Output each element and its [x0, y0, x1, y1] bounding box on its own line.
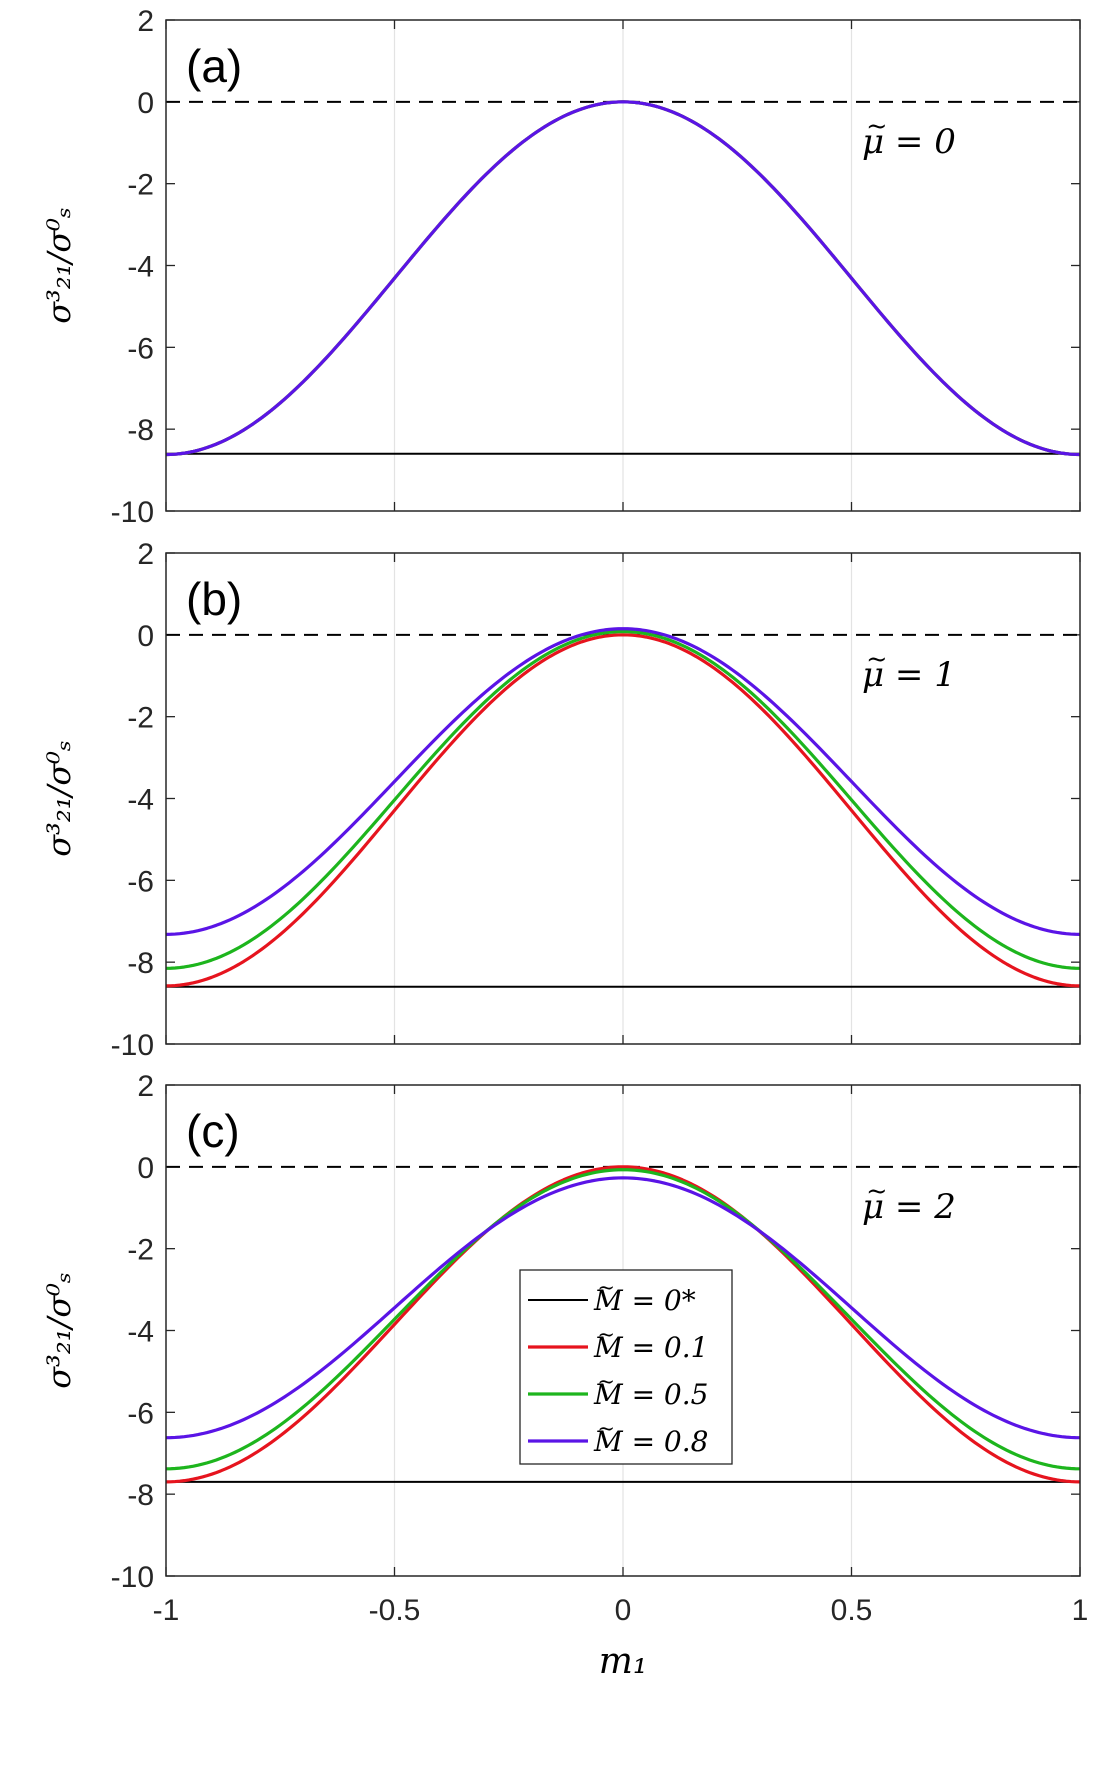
x-tick-label: 0 — [615, 1594, 632, 1627]
y-axis-label: σ³₂₁/σ⁰ₛ — [40, 740, 78, 857]
y-tick-label: -8 — [127, 1479, 154, 1512]
y-tick-label: -6 — [127, 332, 154, 365]
panel-c: 20-2-4-6-8-10(c)μ = 2~σ³₂₁/σ⁰ₛ — [40, 1070, 1081, 1594]
y-axis-label: σ³₂₁/σ⁰ₛ — [40, 207, 78, 324]
mu-annotation: μ = 0~ — [862, 111, 956, 162]
legend-entry-M05-text: M = 0.5 — [593, 1378, 708, 1411]
legend-entry-M0: M = 0*~ — [593, 1276, 696, 1317]
y-tick-label: 2 — [137, 1070, 154, 1103]
legend-entry-M08-tilde: ~ — [597, 1417, 615, 1441]
y-tick-label: -4 — [127, 1316, 154, 1349]
mu-annotation-tilde: ~ — [866, 644, 887, 674]
panel-label: (a) — [186, 40, 242, 92]
y-tick-label: -4 — [127, 784, 154, 817]
y-tick-label: 0 — [137, 1152, 154, 1185]
mu-annotation: μ = 2~ — [862, 1176, 956, 1227]
mu-annotation-tilde: ~ — [866, 1176, 887, 1206]
x-axis-label: m₁ — [599, 1641, 648, 1682]
series-curve-M01 — [165, 633, 1081, 988]
legend: M = 0*~M = 0.1~M = 0.5~M = 0.8~ — [519, 1269, 733, 1465]
y-tick-label: 2 — [137, 5, 154, 38]
y-tick-label: 0 — [137, 620, 154, 653]
legend-entry-M01-text: M = 0.1 — [593, 1331, 708, 1364]
series-curve-M08 — [165, 100, 1081, 457]
x-tick-label: 0.5 — [831, 1594, 873, 1627]
y-tick-label: 0 — [137, 87, 154, 120]
x-tick-label: 1 — [1072, 1594, 1089, 1627]
y-tick-label: -8 — [127, 414, 154, 447]
series-curve-M08 — [165, 1176, 1081, 1440]
mu-annotation-text: μ = 2 — [862, 1187, 956, 1227]
series-curve-M08 — [165, 627, 1081, 936]
y-tick-label: -10 — [111, 496, 154, 529]
mu-annotation-text: μ = 1 — [862, 655, 956, 695]
axes-box — [165, 19, 1081, 512]
y-tick-label: -2 — [127, 702, 154, 735]
x-tick-label: -1 — [153, 1594, 180, 1627]
y-tick-label: -10 — [111, 1029, 154, 1062]
panel-b: 2 0 -2 -4 -6 -8 -10 (b) μ = 1~ σ³₂₁/σ⁰ₛ — [40, 538, 1081, 1062]
legend-entry-M08-text: M = 0.8 — [593, 1425, 708, 1458]
panel-a: 2 0 -2 -4 -6 -8 -10 (a) μ = 0~ σ³₂₁/σ⁰ₛ — [40, 5, 1081, 529]
y-axis-label: σ³₂₁/σ⁰ₛ — [40, 1272, 78, 1389]
y-tick-label: -6 — [127, 865, 154, 898]
legend-entry-M0-tilde: ~ — [597, 1276, 615, 1300]
y-tick-label: -2 — [127, 1234, 154, 1267]
legend-entry-M05: M = 0.5~ — [593, 1370, 708, 1411]
axes-box — [165, 1084, 1081, 1577]
y-tick-label: -6 — [127, 1397, 154, 1430]
panel-label: (b) — [186, 573, 242, 625]
legend-entry-M05-tilde: ~ — [597, 1370, 615, 1394]
y-tick-label: -4 — [127, 251, 154, 284]
x-tick-label: -0.5 — [369, 1594, 421, 1627]
legend-entry-M01: M = 0.1~ — [593, 1323, 708, 1364]
series-curve-M05 — [165, 629, 1081, 970]
series-curve-M05 — [165, 1168, 1081, 1471]
mu-annotation: μ = 1~ — [862, 644, 956, 695]
legend-entry-M08: M = 0.8~ — [593, 1417, 708, 1458]
y-tick-label: -2 — [127, 169, 154, 202]
legend-entry-M0-text: M = 0* — [593, 1284, 696, 1317]
legend-box — [519, 1269, 733, 1465]
series-curve-M01 — [165, 1165, 1081, 1484]
legend-entry-M01-tilde: ~ — [597, 1323, 615, 1347]
y-tick-label: -8 — [127, 947, 154, 980]
mu-annotation-tilde: ~ — [866, 111, 887, 141]
panel-label: (c) — [186, 1105, 240, 1157]
y-tick-label: -10 — [111, 1561, 154, 1594]
axes-box — [165, 552, 1081, 1045]
mu-annotation-text: μ = 0 — [862, 122, 956, 162]
y-tick-label: 2 — [137, 538, 154, 571]
